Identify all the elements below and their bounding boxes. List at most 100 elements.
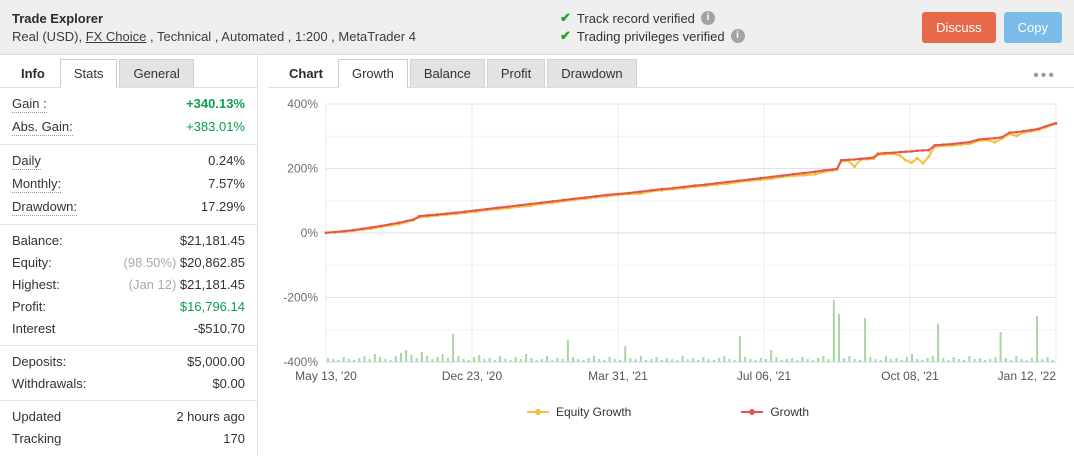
stat-label: Interest (12, 321, 56, 336)
chart-menu-ellipsis-icon[interactable]: ••• (1033, 67, 1056, 84)
sidebar-tab-stats[interactable]: Stats (59, 59, 118, 88)
stat-label: Deposits: (12, 354, 67, 369)
stat-value: $16,796.14 (179, 299, 245, 314)
broker-link[interactable]: FX Choice (85, 28, 147, 44)
account-info: Trade Explorer Real (USD), FX Choice , T… (12, 11, 560, 44)
stat-group: Gain : +340.13% Abs. Gain: +383.01% (0, 88, 257, 145)
stats-list: Gain : +340.13% Abs. Gain: +383.01% Daily 0.2… (0, 88, 257, 455)
equity-growth-series (324, 121, 1058, 234)
page-header: Trade Explorer Real (USD), FX Choice , T… (0, 0, 1074, 55)
info-icon[interactable]: i (700, 11, 715, 25)
stat-value-prefix: (98.50%) (123, 255, 180, 270)
stat-value: 170 (223, 431, 245, 446)
stat-label: Withdrawals: (12, 376, 87, 391)
lot-volume-bars (327, 300, 1054, 362)
stat-value: (Jan 12) $21,181.45 (128, 277, 245, 292)
stat-label: Equity: (12, 255, 52, 270)
stat-value: +383.01% (186, 119, 245, 134)
legend-dot-icon (749, 409, 756, 415)
main-content: Info Stats General Gain : +340.13% Abs. Gain… (0, 55, 1074, 456)
verify-label: Trading privileges verified (576, 28, 725, 44)
svg-text:Oct 08, '21: Oct 08, '21 (881, 369, 939, 383)
svg-text:May 13, '20: May 13, '20 (295, 369, 357, 383)
chart-panel: Chart Growth Balance Profit Drawdown ••• 400%… (258, 55, 1074, 456)
growth-chart-canvas[interactable]: 400% 200% 0% -200% -400%May 13, '20 Dec 23, '… (268, 92, 1066, 398)
svg-text:200%: 200% (287, 162, 318, 176)
stat-label: Daily (12, 153, 41, 170)
chart-tabs: Chart Growth Balance Profit Drawdown ••• (268, 55, 1074, 88)
svg-text:Jan 12, '22: Jan 12, '22 (998, 369, 1057, 383)
stat-value: $0.00 (212, 376, 245, 391)
stat-value: $5,000.00 (187, 354, 245, 369)
stat-row-deposits: Deposits: $5,000.00 (0, 351, 257, 373)
subtitle-prefix: Real (USD), (12, 28, 86, 44)
stat-row-highest: Highest: (Jan 12) $21,181.45 (0, 274, 257, 296)
stat-row-drawdown: Drawdown: 17.29% (0, 196, 257, 219)
stat-label: Balance: (12, 233, 63, 248)
header-actions: Discuss Copy (922, 11, 1062, 43)
svg-text:Jul 06, '21: Jul 06, '21 (737, 369, 792, 383)
discuss-button[interactable]: Discuss (922, 11, 996, 43)
chart-legend: Equity Growth Growth (268, 403, 1068, 419)
verify-label: Track record verified (576, 10, 695, 26)
legend-item-equity-growth[interactable]: Equity Growth (526, 405, 631, 419)
verify-row-track-record-verified: ✔ Track record verified i (560, 10, 745, 26)
y-axis-labels: 400% 200% 0% -200% -400% (283, 97, 318, 369)
sidebar-tab-general[interactable]: General (119, 59, 194, 87)
stat-row-gain: Gain : +340.13% (0, 93, 257, 116)
legend-marker-icon (526, 409, 549, 415)
stat-group: Daily 0.24% Monthly: 7.57% Drawdown: 17.29% (0, 145, 257, 225)
chart-tab-chart: Chart (289, 66, 323, 81)
stat-row-monthly: Monthly: 7.57% (0, 173, 257, 196)
sidebar-tab-info: Info (21, 66, 45, 81)
stat-label: Drawdown: (12, 199, 78, 216)
stat-row-abs-gain: Abs. Gain: +383.01% (0, 116, 257, 139)
legend-marker-icon (741, 409, 764, 415)
sidebar-tabs: Info Stats General (0, 55, 257, 88)
stat-row-tracking: Tracking 170 (0, 428, 257, 450)
copy-button[interactable]: Copy (1003, 11, 1062, 43)
stat-label: Highest: (12, 277, 60, 292)
stat-value: +340.13% (186, 96, 245, 111)
checkmark-icon: ✔ (560, 28, 571, 43)
chart-area: 400% 200% 0% -200% -400% May 13, '20 Dec 23, '… (268, 88, 1074, 419)
stat-value: 0.24% (208, 153, 245, 168)
stat-row-withdrawals: Withdrawals: $0.00 (0, 373, 257, 395)
checkmark-icon: ✔ (560, 10, 571, 25)
legend-dot-icon (534, 409, 541, 415)
stat-value: 17.29% (200, 199, 245, 214)
chart-tab-growth[interactable]: Growth (337, 59, 408, 88)
page-title: Trade Explorer (12, 10, 104, 26)
stat-value: 7.57% (208, 176, 245, 191)
svg-text:-400%: -400% (283, 355, 318, 369)
verification-badges: ✔ Track record verified i ✔ Trading privileg… (560, 8, 745, 46)
stat-group: Balance: $21,181.45 Equity: (98.50%) $20,86… (0, 225, 257, 346)
subtitle-suffix: , Technical , Automated , 1:200 , MetaTr… (146, 28, 416, 44)
legend-label: Growth (770, 405, 810, 419)
info-icon[interactable]: i (730, 29, 745, 43)
stat-row-equity: Equity: (98.50%) $20,862.85 (0, 252, 257, 274)
svg-text:Dec 23, '20: Dec 23, '20 (442, 369, 503, 383)
stat-value-prefix: (Jan 12) (128, 277, 180, 292)
legend-item-growth[interactable]: Growth (741, 405, 809, 419)
chart-tab-balance[interactable]: Balance (409, 59, 485, 87)
stat-value: 2 hours ago (176, 409, 245, 424)
chart-tab-profit[interactable]: Profit (486, 59, 546, 87)
stat-row-interest: Interest -$510.70 (0, 318, 257, 340)
svg-text:400%: 400% (287, 97, 318, 111)
svg-text:Mar 31, '21: Mar 31, '21 (588, 369, 648, 383)
svg-text:-200%: -200% (283, 291, 318, 305)
svg-text:0%: 0% (301, 226, 319, 240)
chart-tab-drawdown[interactable]: Drawdown (547, 59, 637, 87)
stat-group: Deposits: $5,000.00 Withdrawals: $0.00 (0, 346, 257, 401)
account-subtitle: Real (USD), FX Choice , Technical , Auto… (12, 29, 560, 44)
stat-group: Updated 2 hours ago Tracking 170 (0, 401, 257, 455)
stat-label: Tracking (12, 431, 62, 446)
stat-label: Abs. Gain: (12, 119, 73, 136)
stats-sidebar: Info Stats General Gain : +340.13% Abs. Gain… (0, 55, 258, 456)
stat-label: Updated (12, 409, 62, 424)
x-axis-labels: May 13, '20 Dec 23, '20 Mar 31, '21 Jul 06,… (295, 369, 1056, 383)
stat-value: -$510.70 (193, 321, 245, 336)
stat-row-updated: Updated 2 hours ago (0, 406, 257, 428)
growth-series (324, 122, 1058, 235)
